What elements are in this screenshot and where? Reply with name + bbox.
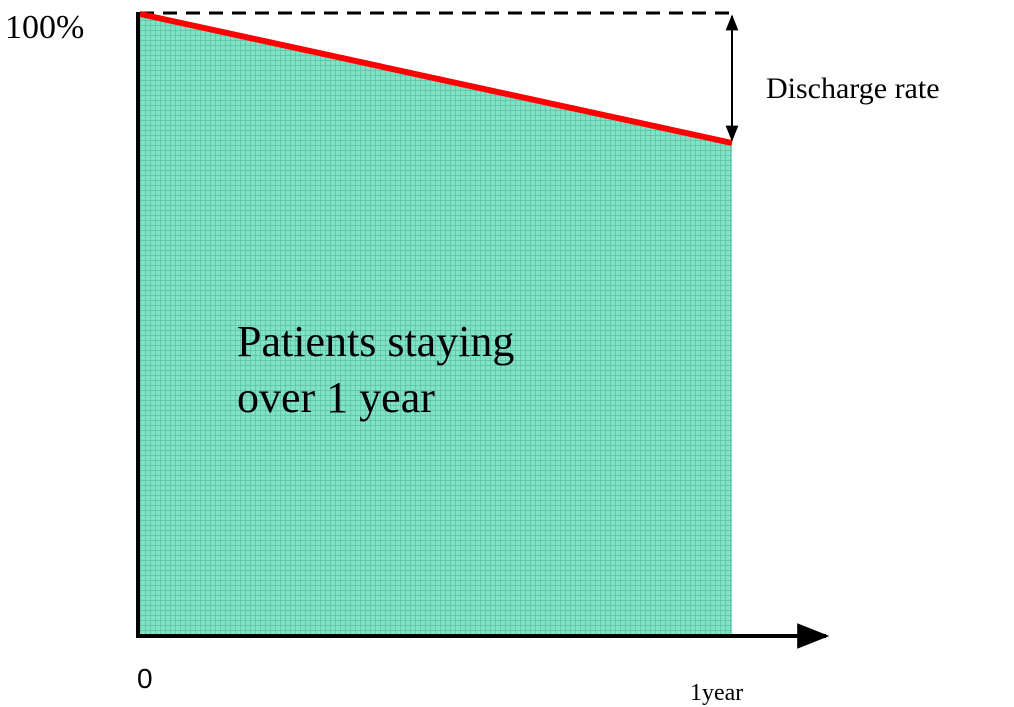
area-label: Patients staying: [237, 317, 514, 366]
x-origin-label: 0: [137, 663, 153, 694]
retention-line: [139, 11, 733, 146]
staying-area: [140, 14, 732, 636]
annotation-label: Discharge rate: [766, 72, 940, 105]
y-top-label: 100%: [5, 9, 84, 46]
area-label: over 1 year: [237, 373, 435, 422]
x-end-label: 1year: [690, 680, 743, 706]
